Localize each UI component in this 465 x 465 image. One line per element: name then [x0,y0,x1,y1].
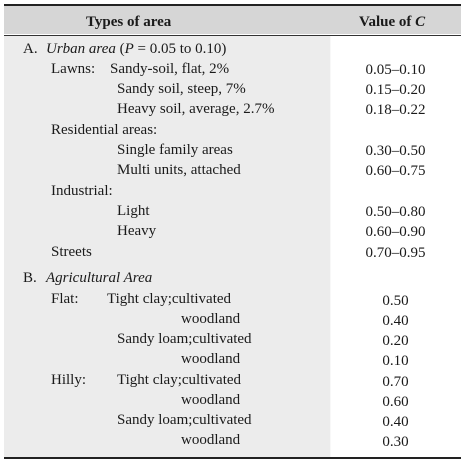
lawns-sandy-steep: Sandy soil, steep, 7% [117,81,246,97]
value-flat-tight-clay: 0.50 [382,293,409,309]
runoff-coefficient-table: Types of area Value of C A. Urban area (… [4,4,461,459]
section-letter-b: B. [23,270,37,286]
flat-tight-clay-woodland: woodland [181,311,241,327]
value-streets: 0.70–0.95 [365,245,426,261]
c-symbol: C [415,14,426,30]
lawns-sandy-flat: Sandy-soil, flat, 2% [110,61,230,77]
column-divider [330,36,331,457]
flat-sandy-loam: Sandy loam;cultivated [117,331,252,347]
header-value-of-c: Value of C [359,14,426,30]
value-residential-single-family: 0.30–0.50 [365,143,426,159]
hilly-tight-clay-woodland: woodland [181,392,241,408]
flat-tight-clay: Tight clay;cultivated [107,291,232,307]
value-flat-sandy-loam: 0.20 [382,333,409,349]
bottom-rule [4,457,461,459]
lawns-label: Lawns: [51,61,96,77]
flat-label: Flat: [51,291,79,307]
section-title-agricultural: Agricultural Area [46,270,153,286]
industrial-light: Light [117,203,150,219]
type-column-shading [4,36,330,457]
residential-multi-units: Multi units, attached [117,162,241,178]
residential-label: Residential areas: [51,122,158,138]
value-industrial-light: 0.50–0.80 [365,204,426,220]
hilly-label: Hilly: [51,372,87,388]
value-lawns-sandy-steep: 0.15–0.20 [365,82,426,98]
header-row: Types of area Value of C [4,6,461,34]
residential-single-family: Single family areas [117,142,233,158]
streets-label: Streets [51,244,92,260]
value-residential-multi-units: 0.60–0.75 [365,163,426,179]
value-industrial-heavy: 0.60–0.90 [365,224,426,240]
header-types-of-area: Types of area [86,14,172,30]
section-letter-a: A. [23,41,38,57]
lawns-heavy-average: Heavy soil, average, 2.7% [117,101,275,117]
value-hilly-tight-clay-woodland: 0.60 [382,394,409,410]
value-lawns-sandy-flat: 0.05–0.10 [365,62,426,78]
industrial-label: Industrial: [51,183,113,199]
value-flat-sandy-loam-woodland: 0.10 [382,353,409,369]
flat-sandy-loam-woodland: woodland [181,351,241,367]
hilly-sandy-loam-woodland: woodland [181,432,241,448]
value-hilly-sandy-loam: 0.40 [382,414,409,430]
industrial-heavy: Heavy [117,223,157,239]
top-rule [4,4,461,6]
value-hilly-sandy-loam-woodland: 0.30 [382,434,409,450]
section-title-urban: Urban area (P = 0.05 to 0.10) [46,41,227,57]
value-lawns-heavy-average: 0.18–0.22 [365,102,426,118]
hilly-sandy-loam: Sandy loam;cultivated [117,412,252,428]
value-hilly-tight-clay: 0.70 [382,374,409,390]
header-rule [4,35,461,36]
hilly-tight-clay: Tight clay;cultivated [117,372,242,388]
value-flat-tight-clay-woodland: 0.40 [382,313,409,329]
